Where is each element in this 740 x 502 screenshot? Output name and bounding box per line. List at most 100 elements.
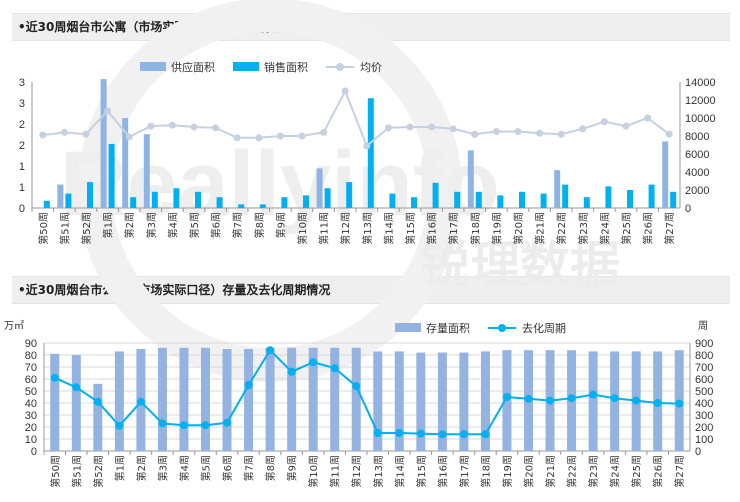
left-tick-label: 2 — [19, 140, 25, 152]
point-去化周期 — [330, 364, 339, 373]
point-去化周期 — [675, 399, 684, 408]
bar-供应面积 — [57, 184, 64, 208]
category-label: 第13周 — [361, 212, 374, 245]
right-tick-label: 2000 — [685, 185, 709, 197]
point-均价 — [514, 128, 522, 135]
point-去化周期 — [373, 429, 382, 437]
right-unit-label: 周 — [698, 320, 708, 332]
bar-销售面积 — [238, 204, 245, 208]
legend-label: 销售面积 — [264, 60, 308, 74]
category-label: 第10周 — [296, 212, 309, 245]
bar-销售面积 — [367, 98, 374, 208]
category-label: 第5周 — [188, 212, 201, 238]
category-label: 第23周 — [577, 212, 590, 245]
category-label: 第18周 — [469, 212, 482, 245]
legend-label: 存量面积 — [426, 321, 470, 335]
bar-存量面积 — [244, 349, 254, 451]
category-label: 第13周 — [372, 455, 385, 488]
category-label: 第22周 — [566, 455, 579, 488]
category-label: 第12周 — [350, 455, 363, 488]
bar-销售面积 — [519, 191, 525, 208]
bar-销售面积 — [108, 143, 115, 208]
category-label: 第19周 — [501, 455, 514, 488]
bar-供应面积 — [100, 79, 107, 209]
legend-label: 去化周期 — [522, 321, 566, 335]
bar-供应面积 — [122, 118, 129, 208]
point-去化周期 — [567, 394, 576, 403]
point-均价 — [168, 121, 176, 129]
right-tick-label: 500 — [695, 386, 713, 398]
point-均价 — [233, 134, 241, 142]
bar-销售面积 — [411, 197, 417, 208]
category-label: 第8周 — [253, 212, 266, 238]
point-去化周期 — [93, 397, 102, 406]
left-tick-label: 1 — [19, 182, 25, 194]
right-tick-label: 100 — [695, 434, 713, 446]
bar-存量面积 — [351, 347, 361, 451]
point-均价 — [104, 107, 112, 115]
category-label: 第4周 — [178, 455, 191, 481]
legend-label: 均价 — [360, 61, 382, 74]
bar-销售面积 — [627, 190, 633, 208]
category-label: 第17周 — [458, 455, 471, 488]
point-均价 — [190, 123, 198, 131]
bar-存量面积 — [201, 347, 210, 451]
point-去化周期 — [352, 382, 361, 391]
legend-swatch-存量面积 — [395, 323, 421, 332]
category-label: 第50周 — [37, 212, 50, 245]
bar-销售面积 — [583, 197, 590, 208]
point-均价 — [60, 128, 68, 136]
point-均价 — [363, 142, 371, 150]
bar-销售面积 — [259, 204, 266, 208]
left-tick-label: 80 — [25, 350, 37, 362]
category-label: 第1周 — [113, 455, 126, 481]
category-label: 第8周 — [264, 455, 277, 481]
point-去化周期 — [589, 390, 598, 399]
point-均价 — [644, 114, 652, 122]
point-均价 — [147, 122, 155, 130]
point-均价 — [125, 133, 133, 141]
bar-销售面积 — [173, 188, 180, 208]
right-tick-label: 6000 — [685, 149, 709, 161]
point-均价 — [428, 123, 436, 131]
left-tick-label: 60 — [25, 374, 37, 386]
left-tick-label: 1 — [19, 161, 25, 173]
chart-1: 0 1 1 2 2 3 3 0 2000 4000 6000 8000 10000 12000 14000 第… — [19, 60, 716, 245]
point-去化周期 — [309, 358, 318, 367]
point-均价 — [536, 129, 544, 137]
category-label: 第52周 — [80, 212, 93, 245]
category-label: 第6周 — [210, 212, 223, 238]
point-去化周期 — [546, 396, 555, 405]
right-tick-label: 600 — [695, 374, 713, 386]
left-tick-label: 50 — [25, 386, 37, 398]
right-tick-label: 700 — [695, 362, 713, 374]
legend-marker-均价 — [336, 63, 344, 71]
point-去化周期 — [136, 397, 145, 406]
category-label: 第5周 — [200, 455, 213, 481]
point-均价 — [449, 125, 457, 133]
right-tick-label: 900 — [695, 338, 713, 350]
category-label: 第9周 — [274, 212, 287, 238]
bar-存量面积 — [416, 352, 426, 451]
line-去化周期 — [54, 348, 680, 436]
bar-销售面积 — [475, 191, 482, 208]
left-tick-label: 0 — [31, 446, 37, 458]
watermark-chinese: 锐理数据 — [420, 236, 620, 294]
point-去化周期 — [201, 421, 210, 430]
point-去化周期 — [266, 346, 275, 355]
category-label: 第21周 — [544, 455, 557, 488]
bar-存量面积 — [437, 352, 447, 451]
point-均价 — [557, 130, 565, 138]
bar-销售面积 — [151, 191, 158, 208]
bar-销售面积 — [562, 184, 569, 208]
legend-swatch-销售面积 — [233, 62, 259, 71]
section2-title: •近30周烟台市公寓（市场实际口径）存量及去化周期情况 — [18, 283, 331, 297]
category-label: 第11周 — [329, 455, 342, 488]
category-label: 第27周 — [673, 455, 686, 488]
legend-swatch-供应面积 — [140, 62, 166, 71]
bar-销售面积 — [540, 193, 547, 208]
left-tick-label: 40 — [25, 398, 37, 410]
point-均价 — [471, 130, 479, 138]
bar-存量面积 — [480, 351, 490, 451]
left-tick-label: 30 — [25, 410, 37, 422]
